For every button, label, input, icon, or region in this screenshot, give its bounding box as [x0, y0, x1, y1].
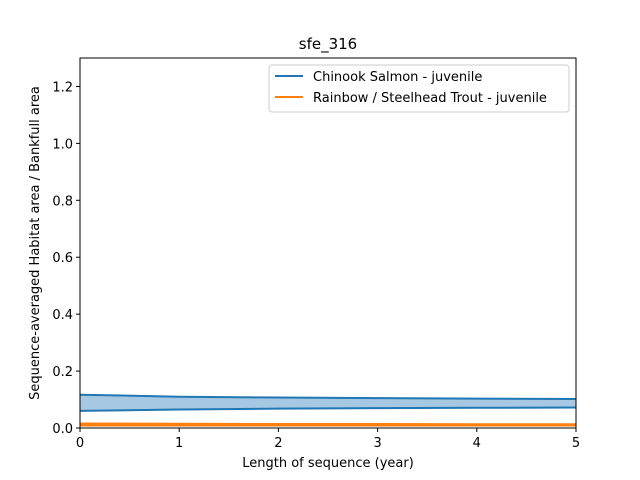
y-tick-label: 1.2	[52, 80, 73, 95]
y-tick-label: 0.2	[52, 365, 73, 380]
y-tick-label: 0.0	[52, 422, 73, 437]
y-tick-label: 0.6	[52, 251, 73, 266]
x-tick-label: 0	[76, 436, 84, 451]
series-lines	[79, 393, 577, 427]
x-axis-label: Length of sequence (year)	[242, 456, 414, 471]
x-tick-label: 4	[473, 436, 481, 451]
series-0-lower-line	[79, 406, 577, 412]
legend: Chinook Salmon - juvenile Rainbow / Stee…	[268, 64, 570, 113]
y-tick-label: 0.4	[52, 308, 73, 323]
legend-box	[268, 64, 570, 113]
legend-label-trout: Rainbow / Steelhead Trout - juvenile	[313, 91, 547, 106]
legend-label-chinook: Chinook Salmon - juvenile	[313, 70, 482, 85]
series-1-upper-line	[79, 422, 576, 426]
x-tick-label: 2	[274, 436, 282, 451]
x-axis-ticks: 0 1 2 3 4 5	[76, 428, 580, 451]
x-tick-label: 3	[373, 436, 381, 451]
y-tick-label: 0.8	[52, 194, 73, 209]
plot-frame	[79, 57, 577, 429]
chart-title: sfe_316	[299, 35, 357, 54]
y-axis-label: Sequence-averaged Habitat area / Bankful…	[28, 86, 43, 400]
series-0-upper-line	[79, 393, 577, 400]
x-tick-label: 5	[572, 436, 580, 451]
y-axis-ticks: 0.0 0.2 0.4 0.6 0.8 1.0 1.2	[52, 80, 80, 437]
y-tick-label: 1.0	[52, 137, 73, 152]
x-tick-label: 1	[175, 436, 183, 451]
